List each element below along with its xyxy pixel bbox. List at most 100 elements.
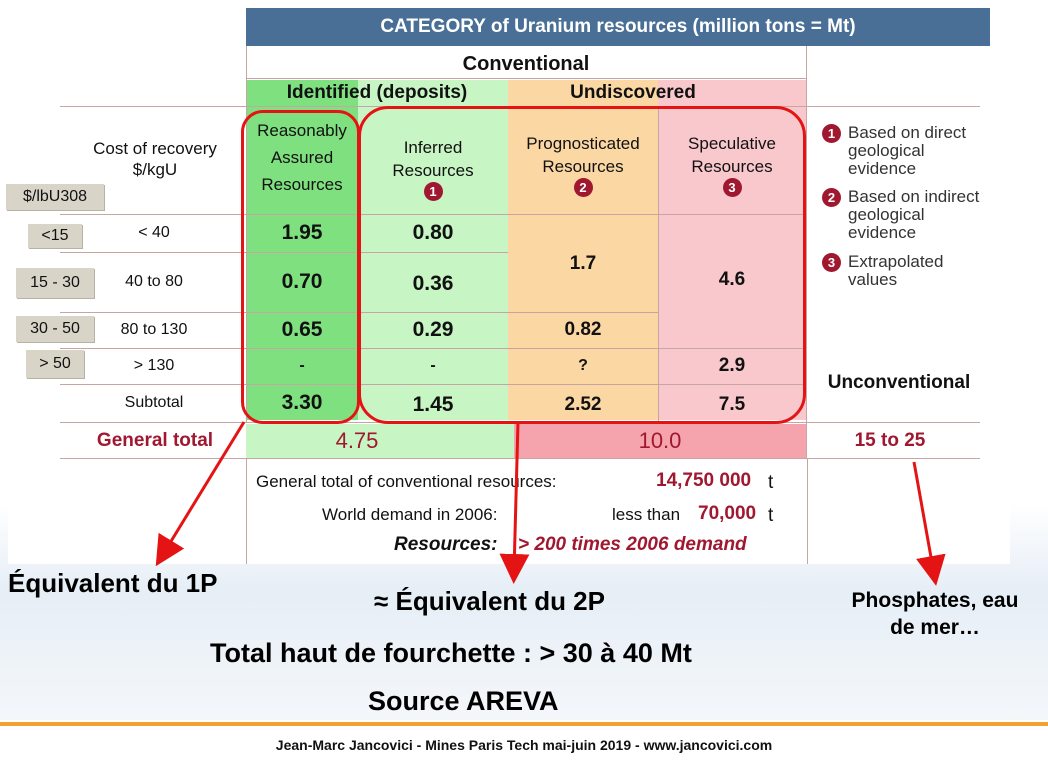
ra-value-1: 1.95: [281, 221, 323, 244]
reasonably-line3: Resources: [261, 174, 343, 194]
legend-number-1: 1: [822, 124, 841, 143]
reasonably-line2: Assured: [270, 147, 334, 167]
equivalent-1p-text: Équivalent du 1P: [8, 568, 218, 598]
kg-row-2: 40 to 80: [125, 273, 183, 290]
spec-value-4: 2.9: [718, 355, 746, 376]
footer-text: Jean-Marc Jancovici - Mines Paris Tech m…: [275, 737, 773, 753]
conventional-label: Conventional: [462, 52, 590, 75]
grid-line: [60, 252, 508, 253]
identified-column-bg: [246, 80, 358, 420]
summary-demand-label: World demand in 2006:: [322, 505, 498, 524]
lb-row-4: > 50: [26, 350, 84, 378]
grid-line: [246, 46, 247, 422]
lb-row-1: <15: [28, 224, 82, 248]
ra-value-2: 0.70: [281, 270, 323, 293]
prognosticated-line2: Resources: [542, 156, 624, 176]
speculative-header-top-bg: [658, 80, 806, 106]
undiscovered-highlight-box: [358, 106, 806, 424]
summary-conv-label: General total of conventional resources:: [256, 472, 557, 491]
summary-demand-value: 70,000: [698, 503, 757, 524]
identified-header-bg-left: [246, 80, 358, 106]
subtotal-label: Subtotal: [124, 394, 184, 411]
summary-resources-label: Resources:: [394, 534, 498, 555]
cost-label-line2: $/kgU: [132, 160, 178, 179]
prognosticated-line1: Prognosticated: [526, 133, 640, 153]
inf-value-2: 0.36: [412, 272, 454, 295]
summary-box: [246, 458, 808, 564]
general-total-identified: 4.75: [335, 428, 379, 453]
reasonably-assured-header: Reasonably Assured Resources: [246, 112, 358, 202]
grid-line: [60, 384, 806, 385]
legend-2-line3: evidence: [848, 223, 917, 242]
legend-2-line2: geological: [848, 205, 925, 224]
phosphates-text: Phosphates, eau de mer…: [820, 584, 1048, 644]
legend-item-2: 2 Based on indirect geological evidence: [822, 188, 1002, 244]
speculative-header: Speculative Resources 3: [658, 124, 806, 204]
prog-value-4: ?: [578, 357, 588, 374]
inf-subtotal: 1.45: [412, 393, 454, 416]
prog-value-merged: 1.7: [569, 253, 597, 274]
summary-conv-line: General total of conventional resources:…: [256, 470, 796, 493]
speculative-column-bg: [658, 80, 806, 420]
spec-subtotal: 7.5: [718, 394, 746, 415]
legend-number-2: 2: [822, 188, 841, 207]
inferred-line2: Resources: [392, 160, 474, 180]
legend-item-3: 3 Extrapolated values: [822, 253, 1002, 293]
grid-line: [60, 458, 980, 459]
inferred-line1: Inferred: [403, 137, 463, 157]
grid-line: [60, 214, 806, 215]
inf-value-1: 0.80: [412, 221, 454, 244]
footer-divider: [0, 722, 1048, 726]
summary-demand-line: World demand in 2006: less than 70,000 t: [256, 503, 796, 526]
grid-line: [246, 78, 806, 79]
ra-value-3: 0.65: [281, 318, 323, 341]
summary-demand-unit: t: [768, 505, 774, 526]
general-total-undiscovered: 10.0: [638, 428, 682, 453]
speculative-number-badge: 3: [722, 177, 742, 197]
ra-value-4: -: [299, 357, 305, 374]
lb-row-3: 30 - 50: [16, 316, 94, 342]
identified-label: Identified (deposits): [286, 82, 468, 103]
speculative-line2: Resources: [691, 156, 773, 176]
legend-item-1: 1 Based on direct geological evidence: [822, 124, 1002, 180]
spec-value-merged: 4.6: [718, 269, 746, 290]
legend-1-line2: geological: [848, 141, 925, 160]
reasonably-line1: Reasonably: [257, 120, 347, 140]
kg-row-4: > 130: [133, 357, 175, 374]
lb-row-2: 15 - 30: [16, 268, 94, 298]
unconventional-label: Unconventional: [827, 372, 971, 393]
general-total-label: General total: [96, 430, 214, 451]
general-total-undiscovered-bg: [514, 424, 806, 458]
prognosticated-header: Prognosticated Resources 2: [508, 124, 658, 204]
table-title: CATEGORY of Uranium resources (million t…: [246, 8, 990, 46]
prognosticated-number-badge: 2: [573, 177, 593, 197]
summary-demand-prefix: less than: [612, 505, 681, 524]
grid-line: [658, 106, 659, 422]
inferred-number-badge: 1: [423, 181, 443, 201]
cost-label-line1: Cost of recovery: [93, 139, 217, 158]
prognosticated-column-bg: [508, 106, 658, 420]
general-total-identified-bg: [246, 424, 514, 458]
speculative-line1: Speculative: [688, 133, 776, 153]
summary-resources-value: > 200 times 2006 demand: [518, 534, 747, 555]
summary-conv-unit: t: [768, 472, 774, 493]
phosphates-line1: Phosphates, eau: [851, 589, 1019, 612]
equivalent-2p-text: ≈ Équivalent du 2P: [374, 586, 605, 616]
inferred-column-bg: [358, 106, 508, 420]
kg-row-1: < 40: [138, 224, 170, 241]
prog-value-3: 0.82: [564, 319, 602, 340]
kg-row-3: 80 to 130: [120, 321, 188, 338]
legend-1-line1: Based on direct: [848, 123, 967, 142]
grid-line: [60, 348, 806, 349]
grid-line: [806, 46, 807, 458]
summary-resources-line: Resources: > 200 times 2006 demand: [256, 534, 796, 558]
prog-subtotal: 2.52: [564, 394, 602, 415]
total-haut-text: Total haut de fourchette : > 30 à 40 Mt: [210, 638, 692, 668]
legend-2-line1: Based on indirect: [848, 187, 980, 206]
lb-unit-label: $/lbU308: [6, 184, 104, 210]
legend-number-3: 3: [822, 253, 841, 272]
legend-3-line1: Extrapolated: [848, 252, 944, 271]
phosphates-line2: de mer…: [890, 616, 980, 639]
ra-subtotal: 3.30: [281, 391, 323, 414]
identified-highlight-box: [241, 110, 360, 424]
